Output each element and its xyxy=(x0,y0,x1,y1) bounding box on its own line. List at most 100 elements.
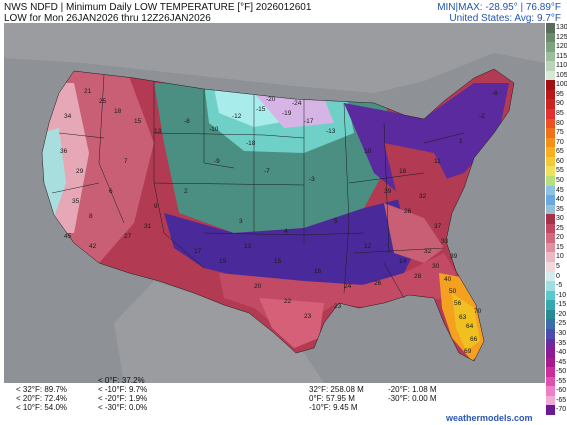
colorbar-swatch xyxy=(546,109,555,120)
station-label: -9 xyxy=(214,158,220,165)
colorbar-swatch xyxy=(546,137,555,148)
station-label: 28 xyxy=(414,273,422,280)
colorbar-swatch xyxy=(546,204,555,215)
station-label: 23 xyxy=(304,313,312,320)
area-stats-2: -20°F: 1.08 M -30°F: 0.00 M xyxy=(388,385,437,403)
colorbar-swatch xyxy=(546,328,555,339)
station-label: -24 xyxy=(292,100,302,107)
station-label: 66 xyxy=(470,336,478,343)
average-text: United States: Avg: 9.7°F xyxy=(449,13,561,24)
colorbar-label: -30 xyxy=(556,329,567,337)
station-label: 15 xyxy=(134,118,142,125)
station-label: 12 xyxy=(364,243,372,250)
colorbar-label: -40 xyxy=(556,349,567,357)
colorbar-label: 10 xyxy=(556,253,564,261)
station-label: -10 xyxy=(209,126,219,133)
colorbar-swatch xyxy=(546,367,555,378)
colorbar-label: 125 xyxy=(556,33,567,41)
state-borders xyxy=(41,68,515,362)
colorbar-swatch xyxy=(546,195,555,206)
station-label: 30 xyxy=(432,263,440,270)
colorbar-label: -55 xyxy=(556,377,567,385)
station-label: 35 xyxy=(72,198,80,205)
station-label: 19 xyxy=(219,258,227,265)
area-stats-1: 32°F: 258.08 M 0°F: 57.95 M -10°F: 9.45 … xyxy=(309,385,364,412)
colorbar-swatch xyxy=(546,357,555,368)
colorbar-label: 20 xyxy=(556,234,564,242)
minmax-summary: MIN|MAX: -28.95° | 76.89°F United States… xyxy=(437,2,561,24)
colorbar-label: 70 xyxy=(556,138,564,146)
colorbar-swatch xyxy=(546,89,555,100)
colorbar-label: -45 xyxy=(556,358,567,366)
station-label: 34 xyxy=(64,113,72,120)
mexico-land xyxy=(114,281,324,383)
station-label: -17 xyxy=(304,118,314,125)
colorbar-swatch xyxy=(546,32,555,43)
station-label: -3 xyxy=(309,176,315,183)
title-line-1: NWS NDFD | Minimum Daily LOW TEMPERATURE… xyxy=(4,2,312,13)
station-label: -19 xyxy=(282,110,292,117)
stat-lt0: < 0°F: 37.2% xyxy=(98,376,145,385)
station-label: 70 xyxy=(474,308,482,315)
station-label: -6 xyxy=(492,90,498,97)
station-label: 27 xyxy=(124,233,132,240)
colorbar-label: 40 xyxy=(556,196,564,204)
canada-land xyxy=(4,23,545,93)
colorbar-swatch xyxy=(546,42,555,53)
colorbar-swatch xyxy=(546,386,555,397)
colorbar-label: 100 xyxy=(556,81,567,89)
colorbar-label: 65 xyxy=(556,148,564,156)
station-label: -18 xyxy=(246,140,256,147)
colorbar-label: 80 xyxy=(556,119,564,127)
map-svg: 21 25 18 15 13 -8 -10 -12 -15 -19 -17 -1… xyxy=(4,23,545,383)
minmax-text: MIN|MAX: -28.95° | 76.89°F xyxy=(437,2,561,13)
station-label: 18 xyxy=(399,168,407,175)
station-labels: 21 25 18 15 13 -8 -10 -12 -15 -19 -17 -1… xyxy=(60,88,498,355)
station-label: 7 xyxy=(124,158,128,165)
colorbar-swatch xyxy=(546,80,555,91)
colorbar-swatch xyxy=(546,309,555,320)
station-label: 40 xyxy=(444,276,452,283)
colorbar-swatch xyxy=(546,319,555,330)
station-label: 3 xyxy=(239,218,243,225)
station-label: 16 xyxy=(314,268,322,275)
colorbar-swatch xyxy=(546,338,555,349)
colorbar-label: 110 xyxy=(556,62,567,70)
colorbar-swatch xyxy=(546,376,555,387)
colorbar-label: 130 xyxy=(556,24,567,31)
station-label: 2 xyxy=(184,188,188,195)
colorbar-swatch xyxy=(546,271,555,282)
colorbar-swatch xyxy=(546,128,555,139)
colorbar-swatch xyxy=(546,70,555,81)
station-label: 9 xyxy=(154,203,158,210)
station-label: 50 xyxy=(449,288,457,295)
colorbar-swatch xyxy=(546,214,555,225)
station-label: 29 xyxy=(76,168,84,175)
stat-lt10: < 10°F: 54.0% xyxy=(16,403,68,412)
station-label: 23 xyxy=(334,303,342,310)
station-label: 1 xyxy=(459,138,463,145)
station-label: 24 xyxy=(344,283,352,290)
colorbar-label: 85 xyxy=(556,110,564,118)
area-32: 32°F: 258.08 M xyxy=(309,385,364,394)
stats-below-mid: < 0°F: 37.2% < -10°F: 9.7% < -20°F: 1.9%… xyxy=(98,376,147,412)
colorbar-swatch xyxy=(546,395,555,406)
station-label: 42 xyxy=(89,243,97,250)
colorbar-label: -50 xyxy=(556,368,567,376)
colorbar-swatch xyxy=(546,51,555,62)
colorbar-label: 15 xyxy=(556,243,564,251)
stat-ltm10: < -10°F: 9.7% xyxy=(98,385,148,394)
colorbar-swatch xyxy=(546,156,555,167)
stat-lt32: < 32°F: 89.7% xyxy=(16,385,68,394)
station-label: 33 xyxy=(441,238,449,245)
colorbar-label: 60 xyxy=(556,157,564,165)
stat-ltm30: < -30°F: 0.0% xyxy=(98,403,148,412)
colorbar-swatch xyxy=(546,348,555,359)
station-label: 17 xyxy=(194,248,202,255)
colorbar-swatch xyxy=(546,262,555,273)
colorbar-label: -65 xyxy=(556,396,567,404)
station-label: -7 xyxy=(264,168,270,175)
title-line-2: LOW for Mon 26JAN2026 thru 12Z26JAN2026 xyxy=(4,13,211,24)
colorbar: 130 125 120 115 110 105 100 95 90 85 80 75 70 65 60 55 5… xyxy=(546,23,567,416)
colorbar-label: 50 xyxy=(556,176,564,184)
